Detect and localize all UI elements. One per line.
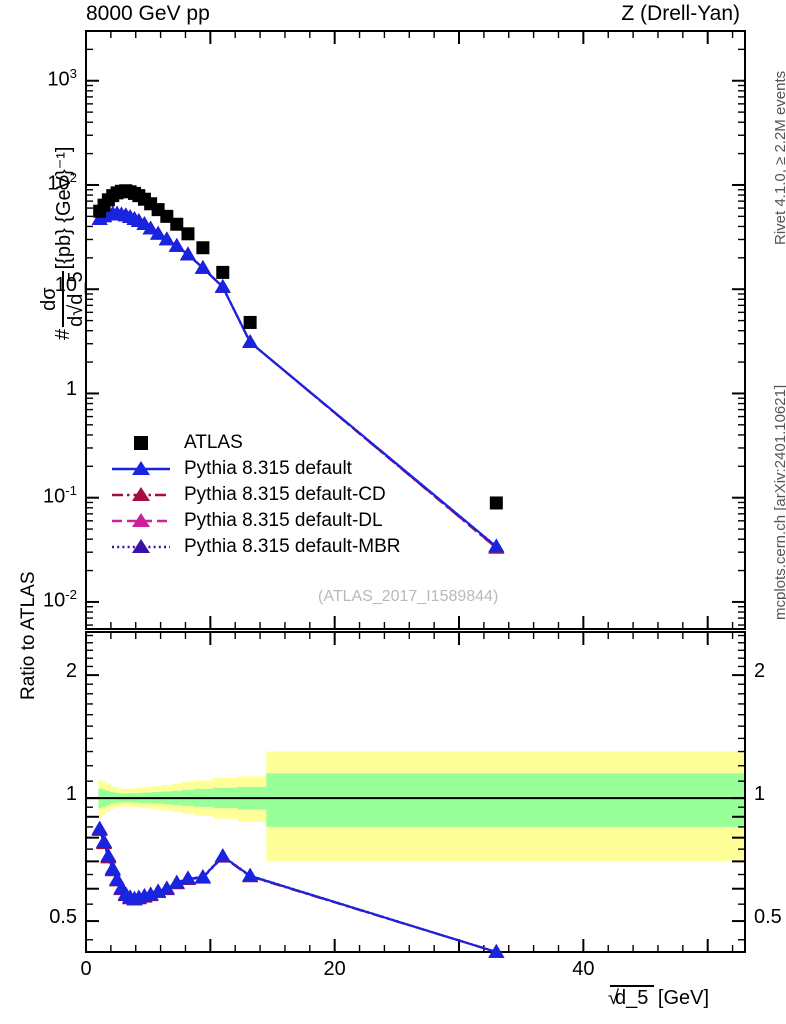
legend-item-label: Pythia 8.315 default-MBR	[184, 536, 401, 557]
legend-key-triangle-icon	[112, 513, 170, 527]
header-left: 8000 GeV pp	[86, 2, 210, 25]
main-y-tick-label: 102	[47, 169, 77, 195]
x-axis-label: √d_5 [GeV]	[608, 985, 710, 1009]
atlas-data-marker	[196, 241, 210, 255]
x-axis-label-text: d_5	[614, 987, 649, 1009]
main-y-tick-label: 10	[54, 274, 77, 297]
main-series-marker	[242, 334, 259, 348]
legend-item[interactable]: ATLAS	[110, 430, 401, 456]
legend-item-label: Pythia 8.315 default	[184, 458, 352, 479]
legend-item[interactable]: Pythia 8.315 default-CD	[110, 482, 401, 508]
analysis-watermark: (ATLAS_2017_I1589844)	[318, 588, 499, 605]
ratio-series-marker	[100, 848, 117, 863]
ratio-series-marker	[91, 821, 108, 835]
legend-key-triangle-icon	[112, 461, 170, 475]
legend-key-triangle-icon	[112, 539, 170, 553]
main-series-marker	[214, 279, 231, 293]
ratio-series-marker	[96, 834, 113, 848]
main-series-marker	[142, 220, 159, 235]
ratio-band-inner	[98, 773, 745, 827]
legend-item[interactable]: Pythia 8.315 default-DL	[110, 508, 401, 534]
main-series-marker	[179, 246, 196, 261]
x-tick-label: 0	[80, 958, 92, 980]
ratio-y-tick-label-right: 0.5	[754, 906, 782, 929]
ratio-series-marker	[158, 880, 175, 895]
main-series-marker	[168, 237, 185, 252]
main-series-marker	[150, 225, 167, 240]
main-series-marker	[488, 538, 505, 553]
ratio-series-marker	[194, 869, 211, 884]
x-tick-label: 40	[572, 958, 595, 980]
legend-key-square-icon	[134, 436, 148, 450]
atlas-data-marker	[489, 496, 503, 510]
ratio-y-tick-label: 0.5	[49, 906, 77, 929]
legend-item[interactable]: Pythia 8.315 default	[110, 456, 401, 482]
header-right: Z (Drell-Yan)	[621, 2, 740, 25]
main-y-tick-label: 10-2	[43, 586, 77, 612]
main-y-tick-label: 1	[65, 378, 77, 401]
atlas-data-marker	[181, 227, 195, 241]
ratio-y-tick-label-right: 2	[754, 660, 766, 683]
main-series-marker	[158, 231, 175, 246]
ratio-panel-frame	[85, 631, 746, 953]
main-series-marker	[194, 259, 211, 274]
ratio-series-marker	[242, 867, 259, 882]
main-y-tick-label: 10-1	[43, 482, 77, 508]
x-tick-label: 20	[323, 958, 346, 980]
main-y-tick-label: 103	[47, 65, 77, 91]
legend-key-triangle-icon	[112, 487, 170, 501]
ratio-series-marker	[214, 848, 231, 863]
ratio-series-marker	[168, 874, 185, 889]
atlas-data-marker	[216, 265, 230, 279]
ratio-series-marker	[179, 870, 196, 885]
atlas-data-marker	[243, 315, 257, 329]
ratio-y-tick-label: 2	[65, 660, 77, 683]
legend-item-label: Pythia 8.315 default-DL	[184, 510, 383, 531]
atlas-data-marker	[160, 209, 174, 223]
legend-item-label: Pythia 8.315 default-CD	[184, 484, 386, 505]
legend-item-label: ATLAS	[184, 432, 243, 453]
legend: ATLAS Pythia 8.315 default Pythia 8.315 de…	[110, 430, 401, 560]
ratio-y-tick-label-right: 1	[754, 783, 766, 806]
ratio-series-marker	[104, 861, 121, 875]
atlas-data-marker	[170, 217, 184, 231]
legend-item[interactable]: Pythia 8.315 default-MBR	[110, 534, 401, 560]
ratio-y-tick-label: 1	[65, 783, 77, 806]
ratio-series-marker	[488, 944, 505, 958]
